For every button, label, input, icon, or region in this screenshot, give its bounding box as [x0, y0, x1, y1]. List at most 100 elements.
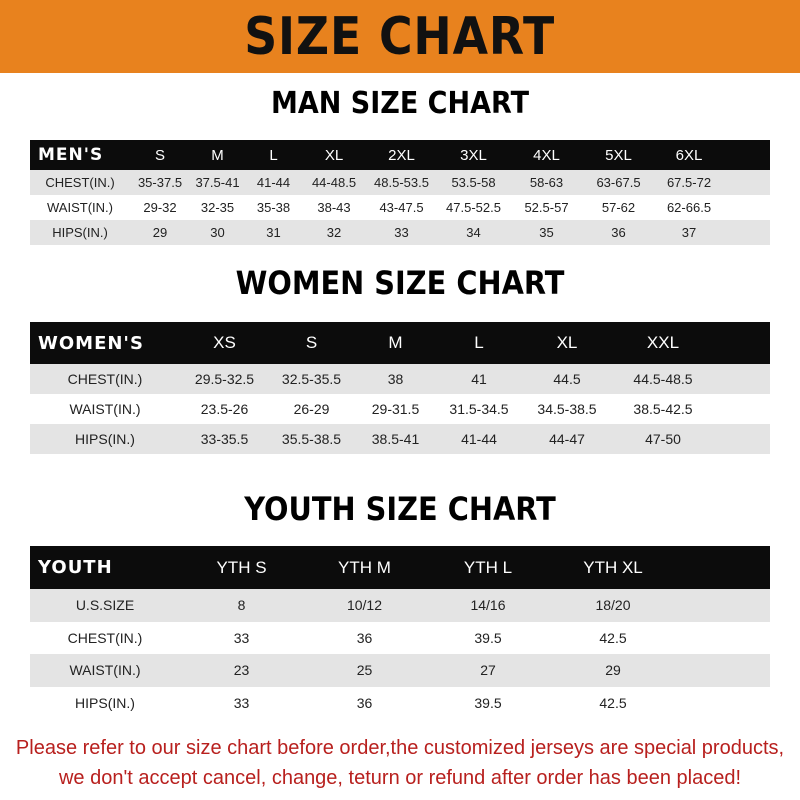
- measure-label: WAIST(IN.): [69, 662, 141, 679]
- size-value: 41-44: [461, 431, 497, 447]
- size-header: YTH XL: [583, 557, 643, 577]
- size-value: 33-35.5: [200, 431, 249, 447]
- size-value: 41: [471, 371, 487, 387]
- size-value: 36: [356, 629, 373, 646]
- table-header-row: WOMEN'S XS S M L XL XXL: [30, 322, 770, 364]
- size-header: XL: [324, 146, 344, 164]
- size-header: YTH L: [463, 557, 513, 577]
- size-value: 10/12: [346, 597, 383, 614]
- size-header: M: [211, 146, 224, 164]
- size-value: 58-63: [529, 175, 564, 190]
- size-value: 33: [233, 694, 250, 711]
- size-value: 67.5-72: [666, 175, 712, 190]
- banner-title: SIZE CHART: [244, 6, 556, 67]
- size-header: 3XL: [460, 146, 487, 164]
- size-header: 5XL: [605, 146, 632, 164]
- measure-label: CHEST(IN.): [45, 175, 115, 190]
- size-value: 23.5-26: [200, 401, 249, 417]
- size-value: 38-43: [317, 200, 351, 215]
- table-row: CHEST(IN.) 35-37.5 37.5-41 41-44 44-48.5 48.5…: [30, 170, 770, 195]
- size-value: 30: [210, 225, 225, 240]
- size-value: 38.5-42.5: [633, 401, 693, 417]
- size-value: 57-62: [601, 200, 636, 215]
- measure-label: WAIST(IN.): [69, 401, 141, 417]
- size-value: 34.5-38.5: [537, 401, 597, 417]
- size-header: 2XL: [388, 146, 415, 164]
- size-value: 52.5-57: [524, 200, 569, 215]
- size-value: 27: [480, 662, 496, 679]
- order-notice: Please refer to our size chart before or…: [0, 733, 800, 793]
- size-value: 8: [237, 597, 246, 614]
- size-header: S: [305, 333, 318, 352]
- table-row: U.S.SIZE 8 10/12 14/16 18/20: [30, 589, 770, 622]
- measure-label: CHEST(IN.): [67, 629, 143, 646]
- size-value: 37.5-41: [195, 175, 240, 190]
- size-chart-banner: SIZE CHART: [0, 0, 800, 73]
- size-value: 47-50: [645, 431, 681, 447]
- order-notice-line-2: we don't accept cancel, change, teturn o…: [58, 767, 742, 789]
- measure-label: HIPS(IN.): [75, 694, 135, 711]
- size-value: 29-31.5: [371, 401, 420, 417]
- size-value: 42.5: [599, 694, 627, 711]
- size-header: L: [269, 146, 278, 164]
- table-row: WAIST(IN.) 29-32 32-35 35-38 38-43 43-47.5 47.…: [30, 195, 770, 220]
- size-header: XS: [213, 333, 236, 352]
- size-header: M: [388, 333, 403, 352]
- size-value: 44-48.5: [311, 175, 357, 190]
- size-value: 38.5-41: [371, 431, 420, 447]
- table-header-label: WOMEN'S: [38, 332, 144, 354]
- size-header: YTH M: [338, 557, 391, 577]
- table-row: WAIST(IN.) 23.5-26 26-29 29-31.5 31.5-34.5 34…: [30, 394, 770, 424]
- size-value: 44-47: [549, 431, 585, 447]
- size-value: 14/16: [470, 597, 506, 614]
- order-notice-line-1: Please refer to our size chart before or…: [15, 737, 785, 759]
- size-value: 42.5: [599, 629, 627, 646]
- measure-label: HIPS(IN.): [52, 225, 108, 240]
- table-header-row: YOUTH YTH S YTH M YTH L YTH XL: [30, 546, 770, 589]
- measure-label: CHEST(IN.): [67, 371, 143, 387]
- size-header: S: [154, 146, 165, 164]
- size-value: 25: [356, 662, 373, 679]
- size-value: 41-44: [256, 175, 291, 190]
- size-value: 38: [387, 371, 404, 387]
- size-value: 43-47.5: [379, 200, 424, 215]
- size-value: 36: [611, 225, 626, 240]
- size-value: 39.5: [474, 629, 502, 646]
- size-value: 34: [466, 225, 481, 240]
- size-value: 31: [266, 225, 281, 240]
- women-size-table: WOMEN'S XS S M L XL XXL CHEST(IN.) 29.5-32.5 32.5…: [30, 322, 770, 454]
- table-row: CHEST(IN.) 29.5-32.5 32.5-35.5 38 41 44.5 44.5…: [30, 364, 770, 394]
- size-value: 32.5-35.5: [281, 371, 342, 387]
- size-value: 35-37.5: [137, 175, 183, 190]
- table-header-row: MEN'S S M L XL 2XL 3XL 4XL 5XL 6XL: [30, 140, 770, 170]
- size-value: 37: [681, 225, 697, 240]
- size-value: 44.5-48.5: [633, 371, 693, 387]
- size-header: 6XL: [675, 146, 703, 164]
- women-section-title: WOMEN SIZE CHART: [235, 264, 565, 302]
- size-value: 63-67.5: [596, 175, 641, 190]
- size-value: 26-29: [293, 401, 330, 417]
- size-header: XL: [556, 333, 578, 352]
- men-size-table: MEN'S S M L XL 2XL 3XL 4XL 5XL 6XL CHEST(IN.) 35-37…: [30, 140, 770, 245]
- men-section-title: MAN SIZE CHART: [271, 86, 529, 121]
- size-header: L: [474, 333, 484, 352]
- table-row: HIPS(IN.) 33-35.5 35.5-38.5 38.5-41 41-44 44-…: [30, 424, 770, 454]
- measure-label: WAIST(IN.): [47, 200, 113, 215]
- size-value: 39.5: [474, 694, 502, 711]
- size-value: 33: [394, 225, 409, 240]
- table-header-label: YOUTH: [38, 557, 113, 578]
- size-value: 33: [233, 629, 250, 646]
- table-row: HIPS(IN.) 29 30 31 32 33 34 35 36 37: [30, 220, 770, 245]
- measure-label: HIPS(IN.): [75, 431, 135, 447]
- size-value: 29: [152, 225, 168, 240]
- size-value: 32-35: [200, 200, 235, 215]
- size-value: 47.5-52.5: [446, 200, 501, 215]
- size-value: 36: [356, 694, 373, 711]
- youth-size-table: YOUTH YTH S YTH M YTH L YTH XL U.S.SIZE 8 10/12…: [30, 546, 770, 719]
- size-value: 48.5-53.5: [374, 175, 429, 190]
- size-value: 23: [233, 662, 250, 679]
- size-value: 18/20: [595, 597, 631, 614]
- size-value: 32: [326, 225, 342, 240]
- size-value: 29: [605, 662, 621, 679]
- size-value: 29-32: [143, 200, 177, 215]
